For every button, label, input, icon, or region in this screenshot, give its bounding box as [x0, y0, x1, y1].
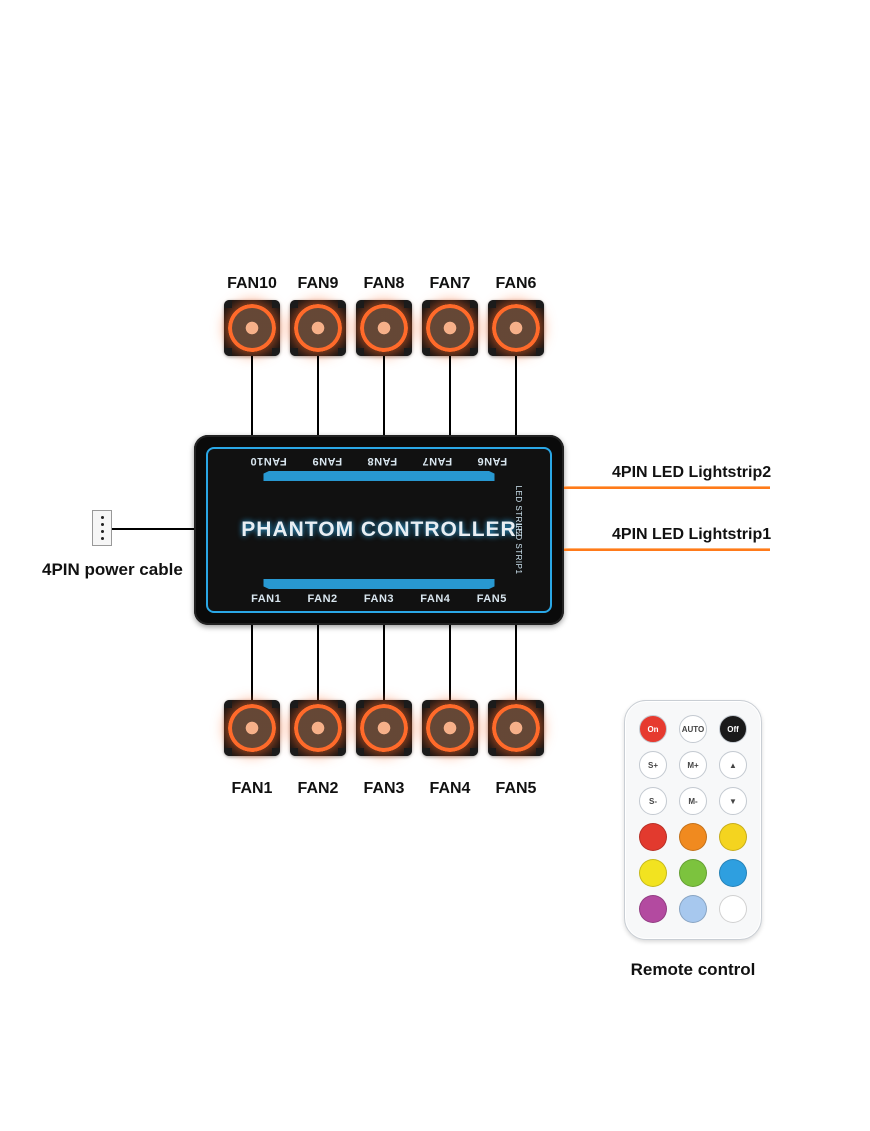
fan-fan5 — [488, 700, 544, 756]
wire-power — [112, 528, 194, 530]
controller-accent-bottom — [248, 579, 510, 589]
wire-fan1 — [251, 625, 253, 700]
controller-frame: PHANTOM CONTROLLER FAN10 FAN9 FAN8 FAN7 … — [206, 447, 552, 613]
remote-color-row-2 — [635, 859, 751, 887]
controller-top-port-labels: FAN10 FAN9 FAN8 FAN7 FAN6 — [208, 455, 550, 467]
remote-btn-m-plus[interactable]: M+ — [679, 751, 707, 779]
fan-label-fan8: FAN8 — [352, 275, 416, 293]
fan-fan9 — [290, 300, 346, 356]
wire-fan8 — [383, 356, 385, 435]
port-label-fan3: FAN3 — [364, 593, 394, 605]
remote-color-row-1 — [635, 823, 751, 851]
remote-btn-s-plus[interactable]: S+ — [639, 751, 667, 779]
controller-bottom-port-labels: FAN1 FAN2 FAN3 FAN4 FAN5 — [208, 593, 550, 605]
fan-fan1 — [224, 700, 280, 756]
remote-color-row-3 — [635, 895, 751, 923]
wire-fan4 — [449, 625, 451, 700]
fan-fan4 — [422, 700, 478, 756]
fan-label-fan10: FAN10 — [220, 275, 284, 293]
led-strip-1-label: 4PIN LED Lightstrip1 — [612, 526, 771, 544]
remote-color-lightblue[interactable] — [679, 895, 707, 923]
remote-btn-m-minus[interactable]: M- — [679, 787, 707, 815]
fan-fan2 — [290, 700, 346, 756]
port-label-fan6: FAN6 — [477, 455, 507, 467]
remote-color-lime[interactable] — [639, 859, 667, 887]
fan-label-fan2: FAN2 — [286, 780, 350, 798]
fan-fan3 — [356, 700, 412, 756]
remote-color-red[interactable] — [639, 823, 667, 851]
remote-row-3: S- M- ▼ — [635, 787, 751, 815]
port-label-fan1: FAN1 — [251, 593, 281, 605]
fan-fan7 — [422, 300, 478, 356]
fan-label-fan1: FAN1 — [220, 780, 284, 798]
fan-label-fan9: FAN9 — [286, 275, 350, 293]
port-label-ledstrip1: LED STRIP1 — [514, 524, 523, 575]
remote-label: Remote control — [624, 960, 762, 980]
fan-label-fan7: FAN7 — [418, 275, 482, 293]
remote-btn-bright-down[interactable]: ▼ — [719, 787, 747, 815]
remote-btn-on[interactable]: On — [639, 715, 667, 743]
led-strip-2 — [564, 486, 770, 489]
controller-title: PHANTOM CONTROLLER — [208, 518, 550, 542]
remote-color-green[interactable] — [679, 859, 707, 887]
power-label: 4PIN power cable — [42, 560, 183, 580]
remote-color-white[interactable] — [719, 895, 747, 923]
port-label-fan4: FAN4 — [420, 593, 450, 605]
fan-fan6 — [488, 300, 544, 356]
fan-label-fan5: FAN5 — [484, 780, 548, 798]
port-label-fan9: FAN9 — [312, 455, 342, 467]
remote-row-1: On AUTO Off — [635, 715, 751, 743]
remote-row-2: S+ M+ ▲ — [635, 751, 751, 779]
wire-fan2 — [317, 625, 319, 700]
wire-fan5 — [515, 625, 517, 700]
remote-color-magenta[interactable] — [639, 895, 667, 923]
fan-label-fan3: FAN3 — [352, 780, 416, 798]
remote-btn-off[interactable]: Off — [719, 715, 747, 743]
port-label-fan2: FAN2 — [308, 593, 338, 605]
wire-fan6 — [515, 356, 517, 435]
remote-color-orange[interactable] — [679, 823, 707, 851]
diagram-canvas: PHANTOM CONTROLLER FAN10 FAN9 FAN8 FAN7 … — [0, 0, 870, 1131]
wire-fan3 — [383, 625, 385, 700]
port-label-fan7: FAN7 — [422, 455, 452, 467]
fan-label-fan6: FAN6 — [484, 275, 548, 293]
remote-control: On AUTO Off S+ M+ ▲ S- M- ▼ — [624, 700, 762, 940]
fan-fan10 — [224, 300, 280, 356]
led-strip-2-label: 4PIN LED Lightstrip2 — [612, 464, 771, 482]
power-connector-4pin — [92, 510, 112, 546]
remote-color-blue[interactable] — [719, 859, 747, 887]
remote-btn-bright-up[interactable]: ▲ — [719, 751, 747, 779]
port-label-fan10: FAN10 — [250, 455, 287, 467]
wire-fan9 — [317, 356, 319, 435]
led-strip-1 — [564, 548, 770, 551]
fan-fan8 — [356, 300, 412, 356]
port-label-fan5: FAN5 — [477, 593, 507, 605]
remote-color-yellow[interactable] — [719, 823, 747, 851]
wire-fan10 — [251, 356, 253, 435]
remote-btn-auto[interactable]: AUTO — [679, 715, 707, 743]
wire-fan7 — [449, 356, 451, 435]
remote-btn-s-minus[interactable]: S- — [639, 787, 667, 815]
phantom-controller: PHANTOM CONTROLLER FAN10 FAN9 FAN8 FAN7 … — [194, 435, 564, 625]
port-label-fan8: FAN8 — [367, 455, 397, 467]
controller-accent-top — [248, 471, 510, 481]
fan-label-fan4: FAN4 — [418, 780, 482, 798]
